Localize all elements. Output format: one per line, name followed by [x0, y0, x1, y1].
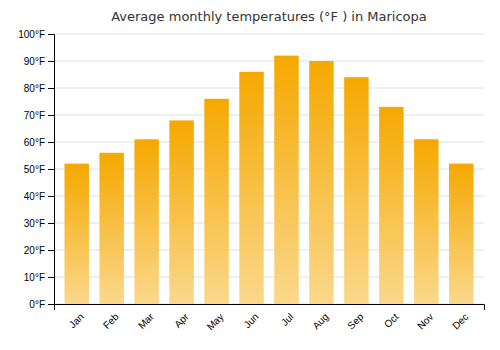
plot: 0°F 10°F 20°F 30°F 40°F 50°F 60°F 70°F 80°F 90°F 1… [18, 29, 484, 333]
title: Average monthly temperatures (°F ) in Ma… [111, 9, 427, 24]
bar [169, 120, 193, 304]
bar [239, 72, 263, 304]
grid-line [54, 34, 484, 35]
tick-mark [48, 115, 54, 116]
tick-label: Feb [101, 311, 121, 331]
tick: Dec [450, 311, 470, 331]
tick-mark [48, 304, 54, 305]
tick-label: Oct [382, 311, 401, 330]
axis-line [48, 35, 55, 305]
tick-label: Jun [242, 311, 261, 330]
tick-label: Dec [450, 311, 470, 331]
tick-label: 50°F [24, 164, 45, 175]
tick-label: Apr [172, 311, 191, 330]
tick-label: 10°F [24, 272, 45, 283]
x-axis: Jan Feb Mar Apr May Jun Jul Aug Sep Oct Nov Dec [55, 305, 485, 333]
tick-label: Sep [345, 311, 366, 332]
tick: 40°F [24, 191, 54, 202]
tick-label: 90°F [24, 56, 45, 67]
tick: Nov [415, 311, 435, 331]
bar [309, 61, 333, 304]
grid [54, 34, 484, 304]
grid-line [54, 88, 484, 89]
bar [449, 164, 473, 304]
tick: Apr [172, 311, 191, 330]
tick: Aug [310, 311, 330, 331]
tick-mark [48, 88, 54, 89]
grid-line [54, 115, 484, 116]
tick-mark [48, 142, 54, 143]
bar [379, 107, 403, 304]
tick-mark [48, 34, 54, 35]
bar [64, 164, 88, 304]
tick: 10°F [24, 272, 54, 283]
bar [99, 153, 123, 304]
tick-label: 40°F [24, 191, 45, 202]
tick-label: 30°F [24, 218, 45, 229]
bars [64, 56, 473, 304]
tick-label: Jan [67, 311, 86, 330]
tick: May [205, 311, 226, 332]
tick: 100°F [18, 29, 54, 40]
tick-label: 0°F [29, 299, 45, 310]
tick: 50°F [24, 164, 54, 175]
tick: Oct [382, 311, 401, 330]
tick-mark [48, 223, 54, 224]
tick: Jun [242, 311, 261, 330]
tick: Sep [345, 311, 366, 332]
tick: 80°F [24, 83, 54, 94]
tick-label: Jul [279, 311, 296, 328]
tick-label: 20°F [24, 245, 45, 256]
tick-label: May [205, 311, 226, 332]
tick-mark [48, 196, 54, 197]
bar [134, 139, 158, 304]
tick-label: 100°F [18, 29, 45, 40]
tick-label: Nov [415, 311, 435, 331]
bar [274, 56, 298, 304]
tick: 0°F [29, 299, 54, 310]
tick: 70°F [24, 110, 54, 121]
tick: Mar [136, 311, 156, 331]
tick-label: Mar [136, 311, 156, 331]
tick-label: 60°F [24, 137, 45, 148]
chart: 0°F 10°F 20°F 30°F 40°F 50°F 60°F 70°F 80°F 90°F 1… [0, 0, 500, 350]
tick: Jul [279, 311, 296, 328]
bar [204, 99, 228, 304]
tick: 20°F [24, 245, 54, 256]
tick-mark [48, 277, 54, 278]
tick: Feb [101, 311, 121, 331]
tick: 60°F [24, 137, 54, 148]
bar [344, 77, 368, 304]
y-axis: 0°F 10°F 20°F 30°F 40°F 50°F 60°F 70°F 80°F 90°F 1… [18, 29, 54, 310]
tick-label: Aug [310, 311, 330, 331]
grid-line [54, 61, 484, 62]
tick: 30°F [24, 218, 54, 229]
axis-line [55, 305, 485, 311]
tick-label: 80°F [24, 83, 45, 94]
tick-mark [48, 61, 54, 62]
tick-mark [48, 169, 54, 170]
tick-label: 70°F [24, 110, 45, 121]
bar [414, 139, 438, 304]
tick-mark [48, 250, 54, 251]
tick: 90°F [24, 56, 54, 67]
tick: Jan [67, 311, 86, 330]
